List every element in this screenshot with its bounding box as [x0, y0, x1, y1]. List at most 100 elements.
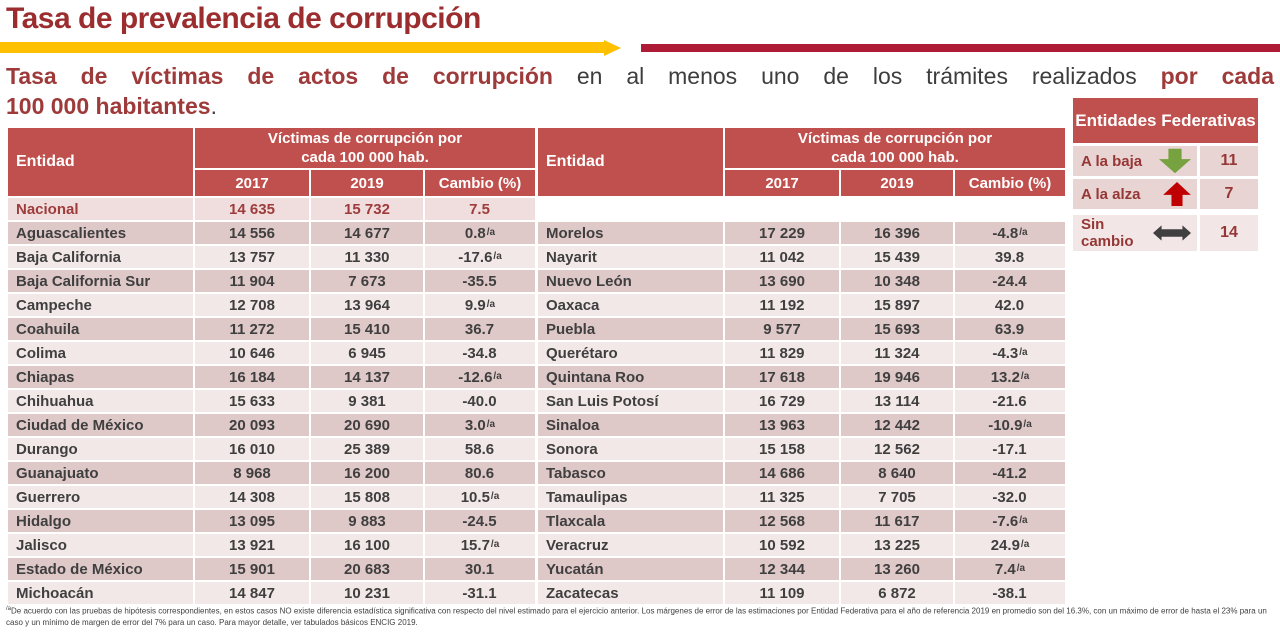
entity-name-cell: Sinaloa — [538, 414, 723, 436]
table-row: Coahuila 11 272 15 410 36.7 — [8, 318, 535, 340]
change-cell: 63.9 — [955, 318, 1065, 340]
header-entidad: Entidad — [538, 128, 723, 196]
change-cell: -21.6 — [955, 390, 1065, 412]
table-row: Estado de México 15 901 20 683 30.1 — [8, 558, 535, 580]
footnote-marker: /a — [486, 299, 496, 310]
entity-name-cell: Tamaulipas — [538, 486, 723, 508]
value-2019-cell: 14 677 — [311, 222, 423, 244]
value-2019-cell: 13 260 — [841, 558, 953, 580]
value-2017-cell: 15 158 — [725, 438, 839, 460]
change-cell: 0.8/a — [425, 222, 535, 244]
value-2019-cell: 12 562 — [841, 438, 953, 460]
table-row: Colima 10 646 6 945 -34.8 — [8, 342, 535, 364]
value-2019-cell: 8 640 — [841, 462, 953, 484]
change-cell: -12.6/a — [425, 366, 535, 388]
footnote-marker: /a — [1019, 347, 1028, 358]
header-entidad: Entidad — [8, 128, 193, 196]
table-row: Tabasco 14 686 8 640 -41.2 — [538, 462, 1065, 484]
value-2019-cell: 9 883 — [311, 510, 423, 532]
entity-name-cell: Chiapas — [8, 366, 193, 388]
value-2017-cell: 8 968 — [195, 462, 309, 484]
title-underline-yellow-bar — [0, 42, 604, 53]
change-cell: 7.4/a — [955, 558, 1065, 580]
value-2017-cell: 13 921 — [195, 534, 309, 556]
value-2017-cell: 17 229 — [725, 222, 839, 244]
footnote-marker: /a — [486, 419, 496, 430]
entity-name-cell: Jalisco — [8, 534, 193, 556]
table-row: Nayarit 11 042 15 439 39.8 — [538, 246, 1065, 268]
value-2019-cell: 15 808 — [311, 486, 423, 508]
header-2017: 2017 — [195, 170, 309, 196]
change-cell: -17.6/a — [425, 246, 535, 268]
change-cell: 58.6 — [425, 438, 535, 460]
table-row: Sinaloa 13 963 12 442 -10.9/a — [538, 414, 1065, 436]
value-2019-cell: 11 324 — [841, 342, 953, 364]
table-row: Yucatán 12 344 13 260 7.4/a — [538, 558, 1065, 580]
value-2017-cell: 14 308 — [195, 486, 309, 508]
entity-name-cell: Sonora — [538, 438, 723, 460]
footnote-text: De acuerdo con las pruebas de hipótesis … — [6, 606, 1267, 627]
change-cell: -41.2 — [955, 462, 1065, 484]
value-2017-cell: 11 042 — [725, 246, 839, 268]
entity-name-cell: Querétaro — [538, 342, 723, 364]
legend-label-cell: A la alza — [1073, 179, 1197, 209]
value-2019-cell: 15 439 — [841, 246, 953, 268]
legend-label: A la alza — [1081, 185, 1141, 203]
legend-item-sin-cambio: Sin cambio 14 — [1073, 215, 1258, 251]
subtitle-red-part-2: por cada — [1160, 63, 1274, 89]
value-2019-cell: 20 690 — [311, 414, 423, 436]
legend-count: 14 — [1200, 215, 1258, 251]
table-row: Baja California 13 757 11 330 -17.6/a — [8, 246, 535, 268]
change-cell: 42.0 — [955, 294, 1065, 316]
table-row: Guanajuato 8 968 16 200 80.6 — [8, 462, 535, 484]
value-2019-cell: 11 617 — [841, 510, 953, 532]
value-2019-cell: 13 114 — [841, 390, 953, 412]
value-2017-cell: 16 729 — [725, 390, 839, 412]
subtitle-line-2: 100 000 habitantes. — [6, 91, 1274, 121]
table-row: Aguascalientes 14 556 14 677 0.8/a — [8, 222, 535, 244]
entity-name-cell: Nayarit — [538, 246, 723, 268]
entity-name-cell: Colima — [8, 342, 193, 364]
legend-label-cell: A la baja — [1073, 146, 1197, 176]
value-2019-cell: 15 410 — [311, 318, 423, 340]
entity-name-cell: Baja California — [8, 246, 193, 268]
header-cambio: Cambio (%) — [425, 170, 535, 196]
table-row: Tamaulipas 11 325 7 705 -32.0 — [538, 486, 1065, 508]
entity-name-cell: Morelos — [538, 222, 723, 244]
header-group-line1: Víctimas de corrupción por — [797, 130, 993, 147]
entity-name-cell: Zacatecas — [538, 582, 723, 604]
header-group-line1: Víctimas de corrupción por — [267, 130, 463, 147]
table-row: Morelos 17 229 16 396 -4.8/a — [538, 222, 1065, 244]
footnote-marker: /a — [493, 371, 502, 382]
value-2017-cell: 12 568 — [725, 510, 839, 532]
entity-name-cell: Oaxaca — [538, 294, 723, 316]
footnote-marker: /a — [486, 227, 496, 238]
value-2019-cell: 20 683 — [311, 558, 423, 580]
value-2019-cell: 6 872 — [841, 582, 953, 604]
value-2017-cell: 11 272 — [195, 318, 309, 340]
subtitle-red-part-3: 100 000 habitantes — [6, 93, 211, 119]
arrow-up-icon — [1163, 182, 1191, 206]
footnote-marker: /a — [493, 251, 502, 262]
table-left-header: Entidad Víctimas de corrupción por cada … — [8, 128, 535, 196]
entity-name-cell: Chihuahua — [8, 390, 193, 412]
entity-name-cell: San Luis Potosí — [538, 390, 723, 412]
entity-name-cell: Nacional — [8, 198, 193, 220]
change-cell: -24.4 — [955, 270, 1065, 292]
entity-name-cell: Baja California Sur — [8, 270, 193, 292]
table-row: Chiapas 16 184 14 137 -12.6/a — [8, 366, 535, 388]
value-2019-cell: 15 732 — [311, 198, 423, 220]
value-2017-cell: 14 686 — [725, 462, 839, 484]
arrow-down-icon — [1159, 148, 1191, 174]
entity-name-cell: Ciudad de México — [8, 414, 193, 436]
value-2019-cell: 10 348 — [841, 270, 953, 292]
value-2019-cell: 15 693 — [841, 318, 953, 340]
entity-name-cell: Veracruz — [538, 534, 723, 556]
subtitle: Tasa de víctimas de actos de corrupción … — [6, 61, 1274, 121]
value-2017-cell: 13 963 — [725, 414, 839, 436]
table-row: Quintana Roo 17 618 19 946 13.2/a — [538, 366, 1065, 388]
header-2019: 2019 — [841, 170, 953, 196]
table-row: Tlaxcala 12 568 11 617 -7.6/a — [538, 510, 1065, 532]
table-left: Entidad Víctimas de corrupción por cada … — [8, 128, 535, 606]
change-cell: -40.0 — [425, 390, 535, 412]
